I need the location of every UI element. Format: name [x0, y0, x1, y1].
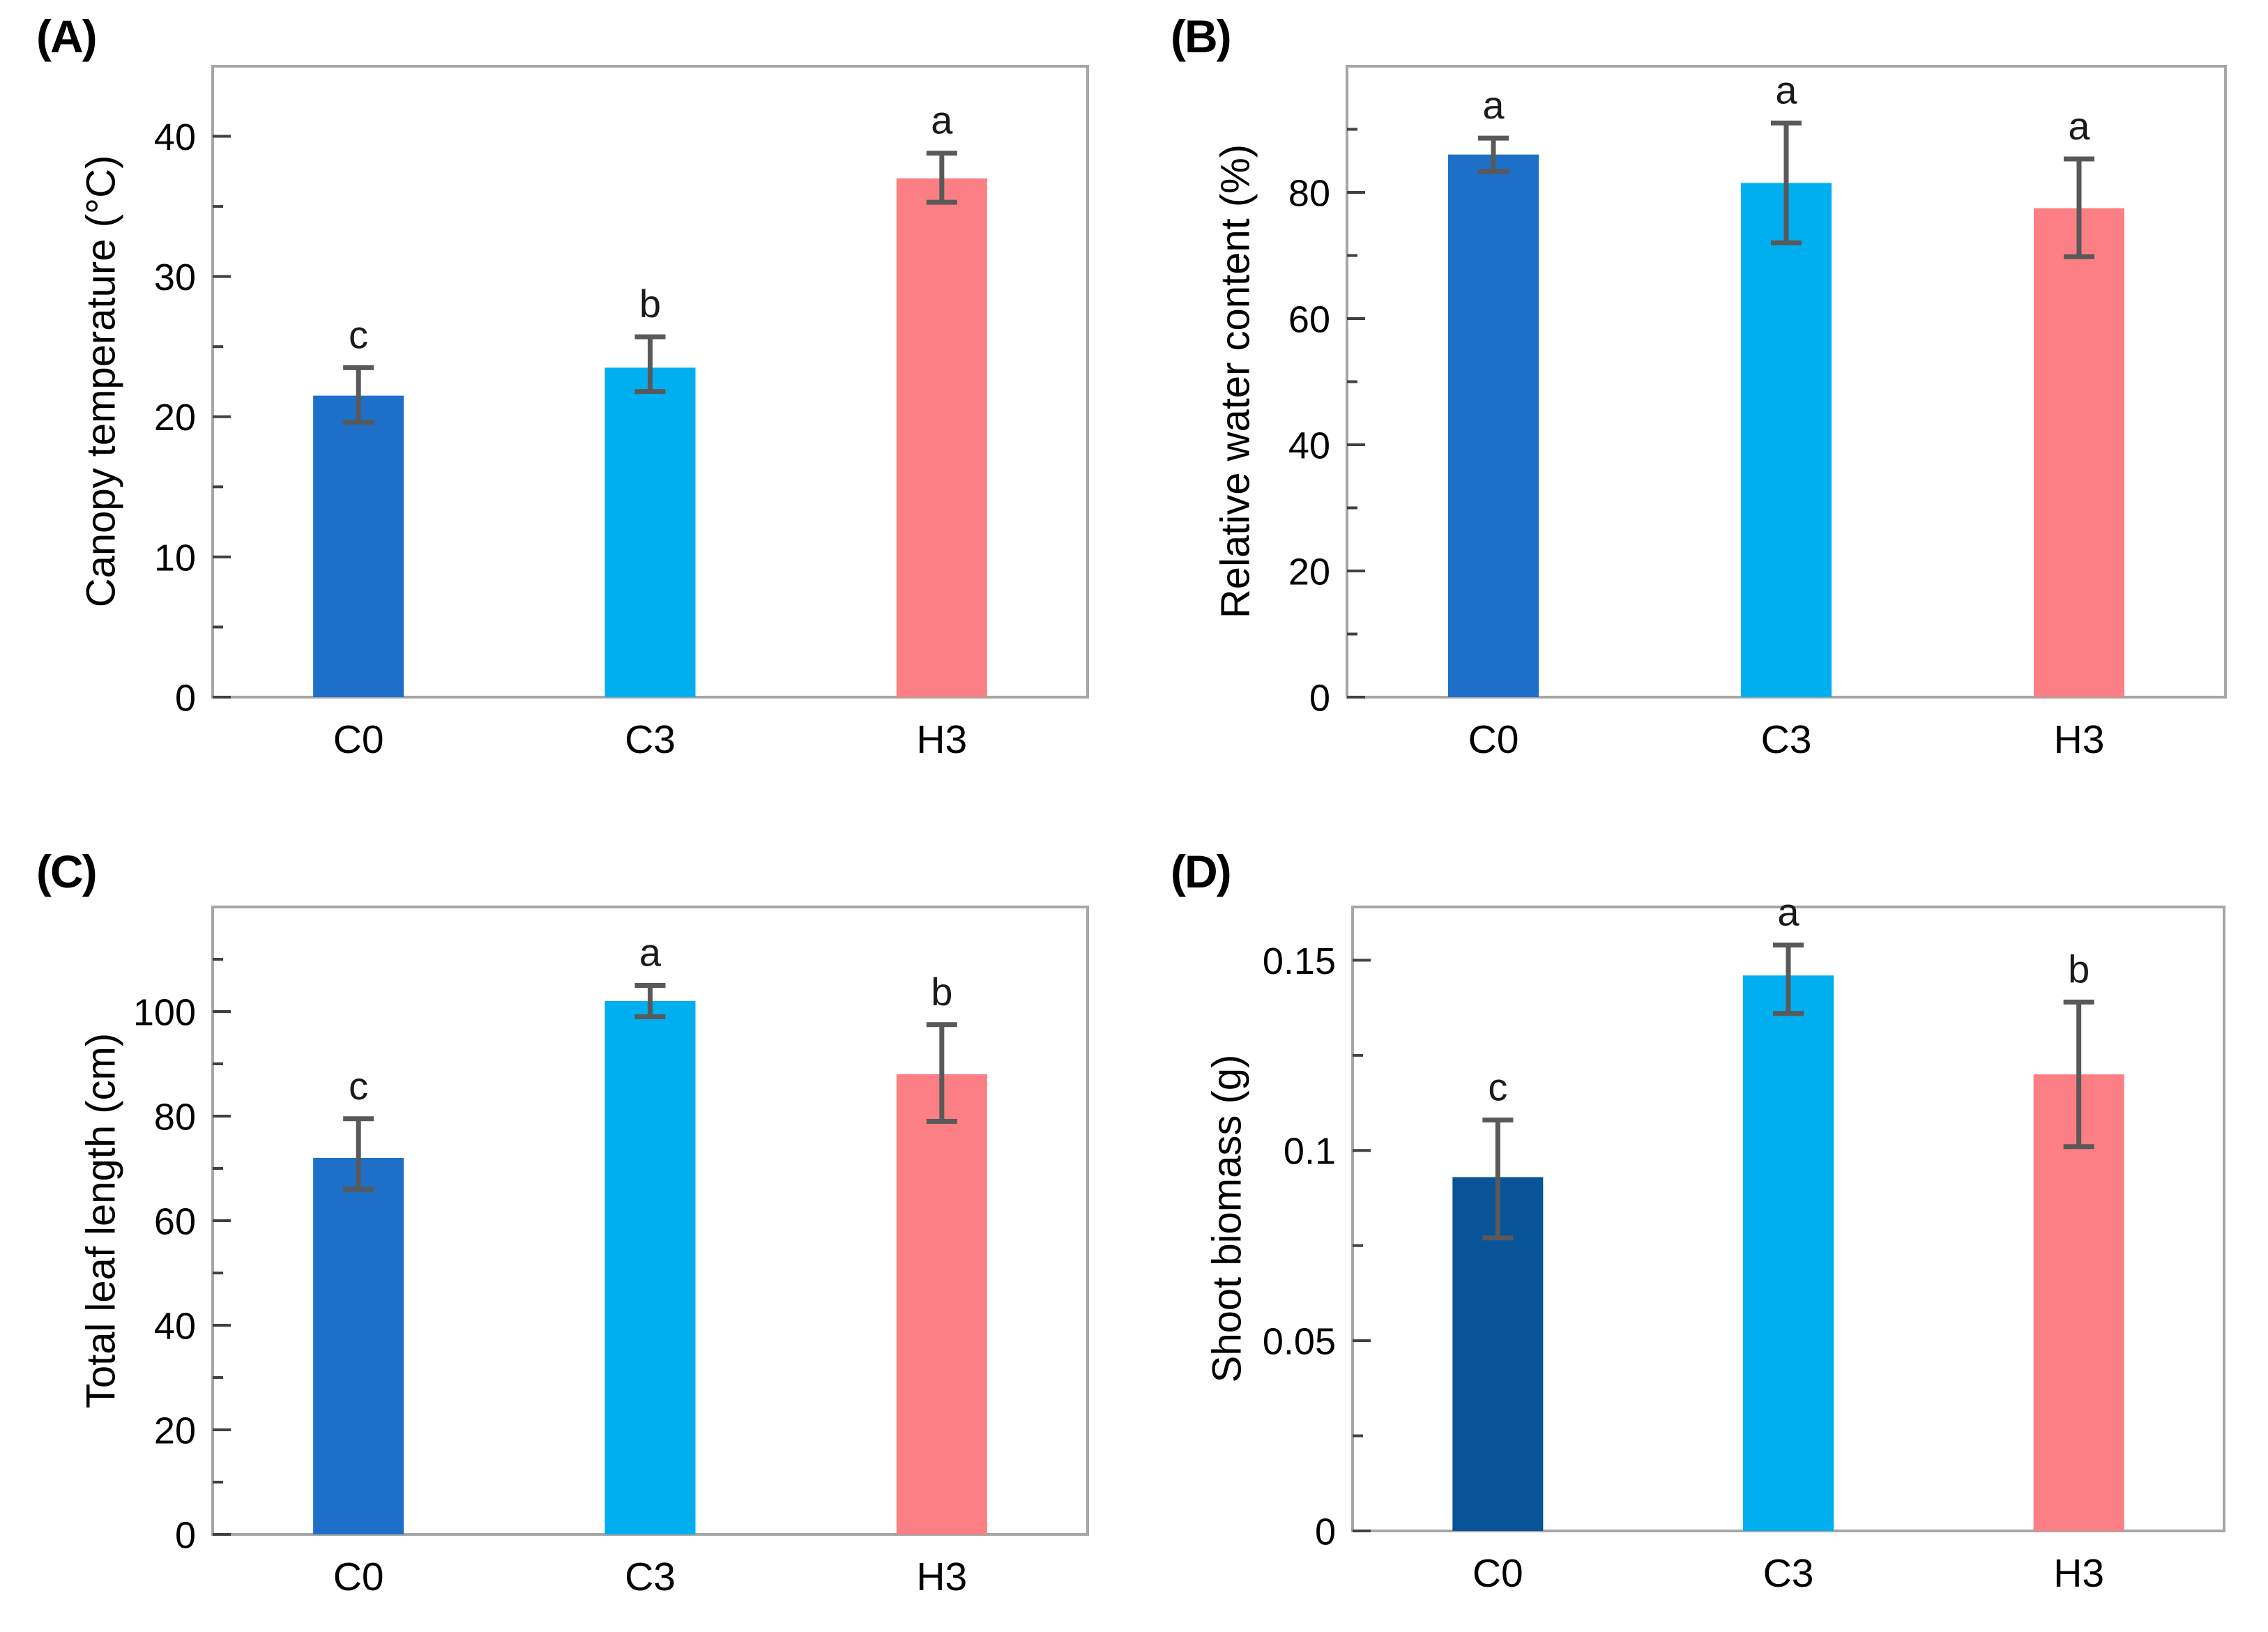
y-tick-label: 80 [154, 1096, 196, 1138]
y-tick-label: 0 [175, 677, 196, 719]
y-tick-label: 40 [1288, 425, 1330, 466]
y-tick-label: 60 [1288, 298, 1330, 340]
panel-letter-c: (C) [36, 846, 98, 897]
error-bar-c3 [634, 983, 666, 1019]
panel-a-chart: 0 10 20 30 40 c C0 b C3 a H3 [154, 65, 1089, 762]
error-bar-h3 [926, 1022, 957, 1124]
panel-letter-d: (D) [1171, 846, 1232, 897]
significance-letter: c [1488, 1065, 1507, 1109]
error-bar-c3 [1773, 943, 1804, 1016]
y-tick-label: 40 [154, 1305, 196, 1347]
y-tick-label: 40 [154, 116, 196, 158]
y-tick-label: 0 [175, 1514, 196, 1556]
y-tick-label: 20 [154, 397, 196, 438]
bar-h3 [896, 178, 987, 697]
bar-c3 [604, 1001, 696, 1534]
error-bar-c0 [1478, 135, 1509, 174]
y-tick-label: 60 [154, 1200, 196, 1242]
error-bar-c0 [343, 365, 374, 425]
y-tick-label: 10 [154, 537, 196, 579]
panel-letter-a: (A) [36, 10, 98, 62]
error-bar-c3 [1771, 120, 1802, 245]
panel-c-chart: 0 20 40 60 80 100 c C0 a C3 b H3 [133, 906, 1089, 1599]
error-bar-h3 [2063, 999, 2094, 1150]
y-tick-label: 20 [154, 1410, 196, 1451]
bar-h3 [896, 1074, 987, 1534]
bar-c0 [313, 395, 404, 697]
error-bar-c0 [1482, 1118, 1514, 1241]
significance-letter: c [349, 1064, 368, 1108]
y-tick-label: 0 [1315, 1511, 1336, 1553]
significance-letter: b [931, 970, 952, 1014]
bar-c0 [313, 1158, 404, 1534]
panel-d-chart: 0 0.05 0.1 0.15 c C0 a C3 b H3 [1263, 890, 2225, 1596]
x-category-label: C0 [1472, 1551, 1523, 1596]
x-category-label: H3 [916, 717, 967, 762]
significance-letter: a [1775, 68, 1797, 112]
x-category-label: C0 [333, 717, 384, 762]
error-bar-c3 [634, 334, 666, 395]
significance-letter: a [931, 98, 953, 142]
x-category-label: H3 [2054, 717, 2105, 762]
y-tick-label: 0.1 [1284, 1131, 1336, 1173]
y-tick-label: 0.15 [1263, 940, 1336, 982]
y-tick-label: 0.05 [1263, 1321, 1336, 1363]
x-category-label: C3 [625, 1555, 676, 1599]
x-category-label: H3 [2053, 1551, 2104, 1596]
significance-letter: a [639, 931, 662, 975]
x-category-label: C0 [1468, 717, 1519, 762]
significance-letter: a [1777, 890, 1799, 934]
bar-c3 [604, 367, 696, 697]
y-tick-label: 30 [154, 257, 196, 298]
significance-letter: c [349, 312, 368, 356]
x-category-label: C3 [1763, 1551, 1814, 1596]
y-tick-label: 20 [1288, 551, 1330, 593]
error-bar-h3 [926, 151, 957, 205]
bar-c3 [1741, 183, 1832, 697]
panel-b-chart: 0 20 40 60 80 a C0 a C3 a H3 [1288, 65, 2227, 762]
significance-letter: b [2068, 947, 2090, 991]
x-category-label: H3 [916, 1555, 967, 1599]
x-category-label: C3 [625, 717, 676, 762]
significance-letter: a [2068, 104, 2090, 148]
significance-letter: b [639, 282, 661, 326]
bar-h3 [2033, 1074, 2124, 1531]
y-tick-label: 100 [133, 991, 196, 1033]
y-tick-label: 0 [1309, 677, 1330, 719]
error-bar-c0 [343, 1116, 374, 1192]
panel-letter-b: (B) [1171, 10, 1232, 62]
x-category-label: C0 [333, 1555, 384, 1599]
significance-letter: a [1482, 83, 1505, 127]
bar-c0 [1448, 154, 1539, 697]
x-category-label: C3 [1761, 717, 1812, 762]
bar-h3 [2034, 208, 2124, 697]
y-tick-label: 80 [1288, 172, 1330, 214]
error-bar-h3 [2064, 156, 2094, 259]
bar-c3 [1743, 975, 1834, 1531]
